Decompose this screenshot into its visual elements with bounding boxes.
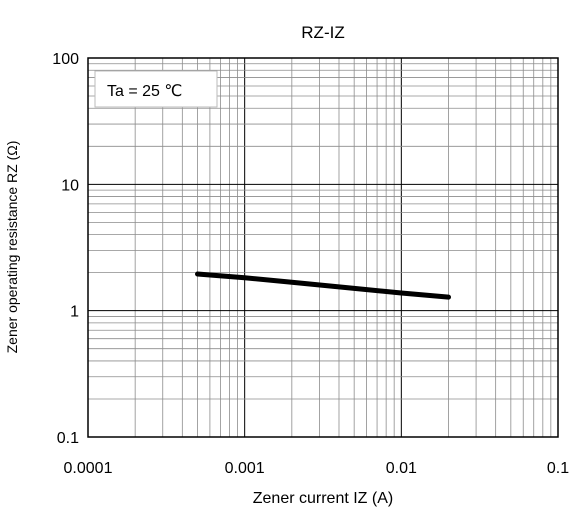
annotation-box: Ta = 25 ℃ [94, 70, 218, 108]
grid [87, 58, 558, 438]
y-tick-label: 0.1 [57, 430, 79, 447]
series-line [195, 271, 451, 300]
x-tick-label: 0.1 [547, 460, 569, 477]
plot-frame [87, 57, 559, 438]
x-tick-label: 0.0001 [64, 460, 113, 477]
x-tick-label: 0.01 [386, 460, 417, 477]
x-tick-labels: 0.0001 0.001 0.01 0.1 [64, 460, 570, 477]
x-tick-label: 0.001 [225, 460, 265, 477]
x-axis-label: Zener current IZ (A) [253, 490, 393, 507]
y-tick-labels: 0.1 1 10 100 [52, 51, 79, 447]
y-tick-label: 100 [52, 51, 79, 68]
y-tick-label: 10 [61, 177, 79, 194]
chart-title: RZ-IZ [301, 23, 344, 42]
y-tick-label: 1 [70, 304, 79, 321]
annotation-text: Ta = 25 ℃ [107, 83, 182, 100]
y-axis-label: Zener operating resistance RZ (Ω) [4, 141, 20, 354]
